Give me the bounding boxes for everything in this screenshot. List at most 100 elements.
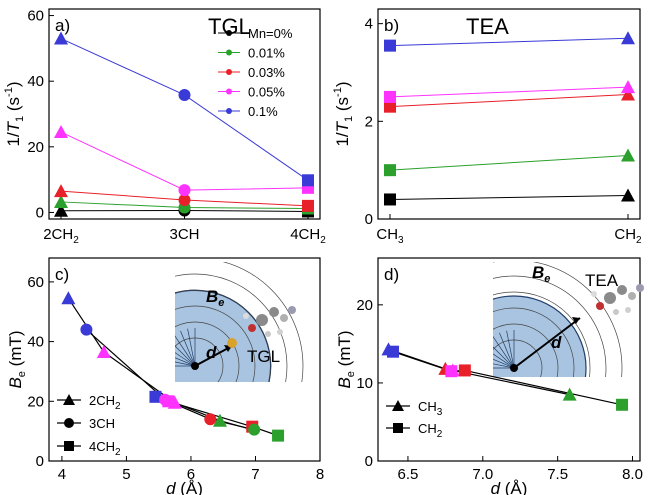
legend-label: 2CH2: [89, 393, 121, 412]
molecule-atom: [604, 292, 616, 304]
field-ray: [175, 361, 196, 367]
legend-marker: [226, 88, 232, 95]
data-point: [159, 393, 172, 406]
field-label: Be: [206, 287, 224, 309]
field-line: [175, 321, 240, 382]
data-point: [621, 80, 635, 94]
molecule-atom: [613, 309, 619, 315]
y-tick-label: 20: [356, 297, 373, 314]
y-tick-label: 40: [27, 334, 44, 351]
series-line: [389, 86, 629, 98]
data-point: [621, 31, 635, 45]
x-tick-label: 7: [251, 466, 259, 483]
legend-label-main: CH: [418, 399, 437, 414]
field-ray: [187, 328, 196, 367]
field-label-main: B: [532, 263, 544, 282]
data-point: [616, 398, 629, 411]
inset-label: TEA: [585, 271, 619, 290]
x-tick-label: 2CH2: [43, 226, 79, 246]
series-line: [389, 195, 629, 200]
y-axis-label-part: T: [4, 120, 23, 132]
molecule-atom: [625, 307, 631, 313]
legend-marker: [226, 69, 232, 75]
field-line: [175, 289, 272, 382]
y-axis-label-part: 1/: [4, 132, 23, 146]
field-label-sub: e: [544, 273, 550, 285]
legend-label-main: CH: [418, 421, 437, 436]
field-line: [493, 291, 591, 377]
y-axis-label-part: 1/: [333, 132, 352, 146]
data-point: [621, 148, 635, 162]
legend-marker: [64, 441, 74, 451]
panel-title: TEA: [466, 14, 509, 39]
x-tick-label-main: 3CH: [169, 226, 199, 243]
plot-frame: [377, 257, 641, 462]
data-point: [204, 413, 217, 426]
x-tick-label: 4CH2: [290, 226, 326, 246]
inset-label: TGL: [247, 347, 280, 366]
field-line: [175, 305, 256, 382]
y-axis-label-part: (s: [333, 97, 352, 116]
y-axis-label-part: ): [4, 81, 23, 87]
data-point: [621, 87, 635, 101]
molecule-atom: [227, 338, 237, 348]
legend-label-sub: 2: [115, 401, 121, 412]
data-point: [621, 188, 635, 202]
data-point: [54, 31, 68, 45]
legend-marker: [392, 400, 404, 411]
legend-label-main: 3CH: [89, 416, 115, 431]
field-ray: [493, 363, 515, 369]
legend-label-main: 4CH: [89, 439, 115, 454]
field-line: [222, 262, 304, 382]
y-tick-label: 60: [27, 8, 44, 25]
molecule-atom: [628, 292, 636, 300]
legend-label-main: 2CH: [89, 393, 115, 408]
series-line: [389, 93, 629, 108]
x-tick-label: 3CH: [169, 226, 199, 243]
series-line: [60, 131, 309, 191]
legend-label: CH3: [418, 399, 443, 418]
legend-marker: [226, 30, 232, 36]
data-point: [167, 395, 182, 409]
field-line: [175, 273, 288, 382]
legend-label-sub: 2: [437, 429, 443, 440]
y-axis-label-part: -1: [332, 87, 344, 97]
field-ray: [493, 358, 515, 369]
y-axis-label-part: -1: [3, 87, 15, 97]
distance-label: d: [551, 333, 562, 352]
sphere-disk: [493, 295, 587, 377]
data-point: [178, 88, 191, 101]
y-tick-label: 20: [27, 139, 44, 156]
fit-curve: [86, 329, 255, 431]
x-tick-label: 5: [122, 466, 130, 483]
x-tick-label: 6: [187, 466, 195, 483]
field-ray: [175, 345, 196, 367]
legend-label: 0.01%: [248, 46, 285, 61]
field-line: [493, 323, 559, 377]
y-tick-label: 60: [27, 274, 44, 291]
y-axis-label-part: e: [16, 371, 28, 377]
x-tick-label: 8: [316, 466, 324, 483]
data-point: [384, 100, 396, 113]
x-tick-label-sub: 2: [320, 235, 326, 246]
y-axis-label-part: (s: [4, 97, 23, 116]
y-axis-label-part: B: [335, 377, 354, 388]
legend-label: CH2: [418, 421, 443, 440]
plot-frame: [48, 257, 321, 462]
legend-marker: [63, 394, 75, 405]
x-tick-label-sub: 3: [398, 235, 404, 246]
x-tick-label: CH2: [614, 226, 642, 246]
y-tick-label: 10: [356, 375, 373, 392]
field-line: [493, 275, 607, 377]
molecule-atom: [243, 313, 249, 319]
distance-arrow: [513, 317, 581, 369]
y-axis-label-part: ): [333, 81, 352, 87]
legend-label: 0.03%: [248, 65, 285, 80]
y-axis-label-part: B: [6, 377, 25, 388]
y-axis-label-part: (mT): [6, 330, 25, 371]
distance-label: d: [206, 343, 217, 362]
x-tick-label-main: CH: [614, 226, 636, 243]
molecule-atom: [288, 306, 296, 314]
field-line: [493, 307, 575, 377]
molecule-atom: [277, 329, 283, 335]
